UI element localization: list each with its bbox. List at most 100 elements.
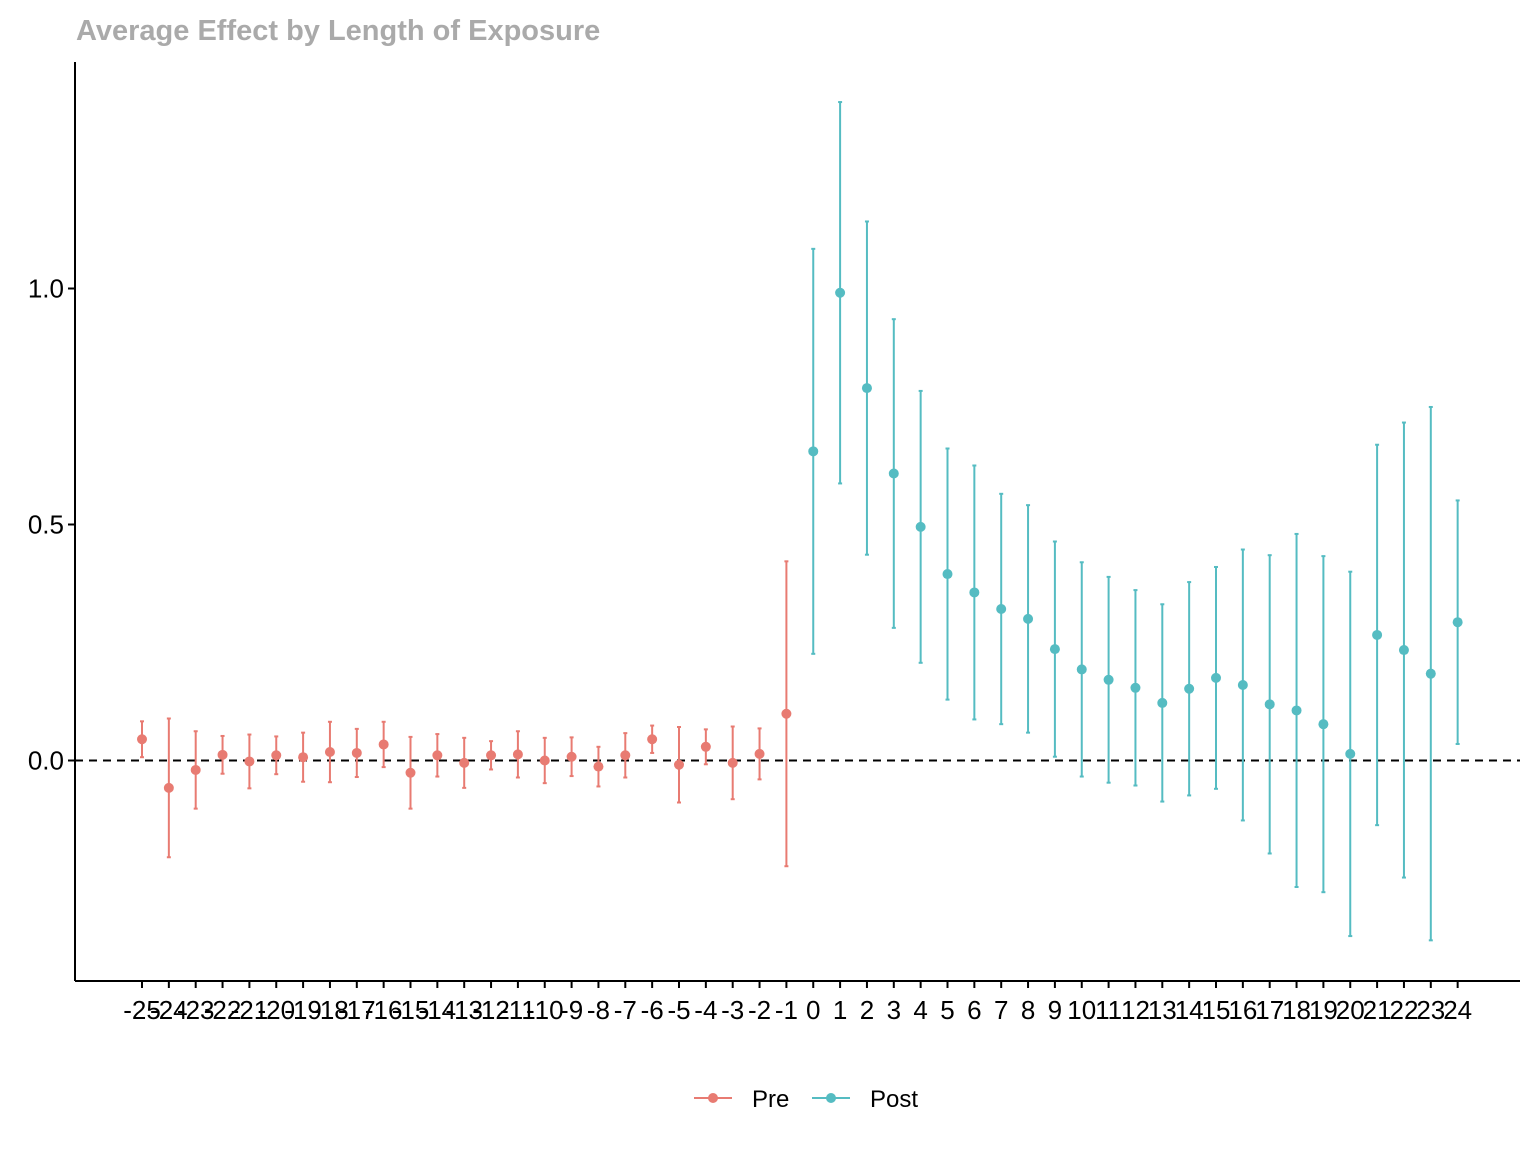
x-tick-label: 6 (967, 995, 981, 1025)
pre-point (566, 751, 577, 762)
pre-point (727, 757, 738, 768)
x-tick-label: -25 (123, 995, 161, 1025)
x-tick-label: 21 (1363, 995, 1392, 1025)
post-point (1452, 617, 1463, 628)
x-tick-label: -8 (587, 995, 610, 1025)
pre-point (190, 764, 201, 775)
x-tick-label: 4 (913, 995, 927, 1025)
pre-point (324, 747, 335, 758)
pre-point (593, 761, 604, 772)
x-tick-label: 23 (1416, 995, 1445, 1025)
legend-post-label: Post (870, 1086, 918, 1113)
x-tick-label: -12 (472, 995, 510, 1025)
post-point (888, 468, 899, 479)
x-tick-label: -15 (392, 995, 430, 1025)
error-bars (140, 101, 1460, 942)
post-point (1184, 683, 1195, 694)
x-axis-ticks: -25-24-23-22-21-20-19-18-17-16-15-14-13-… (123, 981, 1472, 1025)
post-point (1398, 645, 1409, 656)
x-tick-label: -4 (694, 995, 717, 1025)
x-tick-label: -21 (231, 995, 269, 1025)
pre-point (486, 750, 497, 761)
pre-point (620, 750, 631, 761)
chart-title: Average Effect by Length of Exposure (76, 15, 600, 47)
y-tick-label: 1.0 (28, 274, 64, 304)
post-point (1372, 629, 1383, 640)
x-tick-label: 1 (833, 995, 847, 1025)
pre-point (539, 755, 550, 766)
x-tick-label: -5 (667, 995, 690, 1025)
x-tick-label: 13 (1148, 995, 1177, 1025)
x-tick-label: -10 (526, 995, 564, 1025)
x-tick-label: -14 (419, 995, 457, 1025)
x-tick-label: -11 (500, 995, 536, 1025)
pre-point (781, 708, 792, 719)
x-tick-label: 15 (1202, 995, 1231, 1025)
post-point (1076, 664, 1087, 675)
x-tick-label: 22 (1389, 995, 1418, 1025)
x-tick-label: -18 (311, 995, 349, 1025)
x-tick-label: -16 (365, 995, 403, 1025)
y-axis-ticks: 0.0 0.5 1.0 (28, 274, 75, 776)
pre-point (674, 759, 684, 770)
pre-point (351, 747, 362, 758)
x-tick-label: 8 (1021, 995, 1035, 1025)
pre-point (378, 739, 389, 750)
post-point (969, 587, 980, 598)
axes (74, 62, 1520, 982)
x-tick-label: 9 (1048, 995, 1062, 1025)
x-tick-label: 24 (1443, 995, 1472, 1025)
pre-point (298, 752, 309, 763)
post-point (1425, 668, 1436, 679)
post-point (1345, 748, 1356, 759)
post-point (1130, 682, 1141, 693)
x-tick-label: 20 (1336, 995, 1365, 1025)
post-point (1237, 679, 1248, 690)
post-point (1318, 719, 1329, 730)
post-point (1264, 699, 1275, 710)
x-tick-label: -22 (204, 995, 242, 1025)
x-tick-label: -13 (445, 995, 483, 1025)
x-tick-label: 10 (1067, 995, 1096, 1025)
x-tick-label: -6 (641, 995, 664, 1025)
y-tick-label: 0.5 (28, 510, 64, 540)
post-point (915, 521, 926, 532)
post-point (1211, 672, 1221, 683)
x-tick-label: 3 (887, 995, 901, 1025)
legend-post-marker (826, 1093, 836, 1103)
x-tick-label: 17 (1255, 995, 1284, 1025)
post-point (861, 383, 872, 394)
x-tick-label: -1 (775, 995, 798, 1025)
legend-pre-marker (708, 1093, 718, 1103)
x-tick-label: 16 (1228, 995, 1257, 1025)
x-tick-label: 14 (1175, 995, 1204, 1025)
x-tick-label: -2 (748, 995, 771, 1025)
legend: Pre Post (694, 1086, 918, 1113)
data-points (137, 287, 1463, 793)
y-tick-label: 0.0 (28, 746, 64, 776)
x-tick-label: 11 (1095, 995, 1122, 1025)
x-tick-label: -17 (338, 995, 376, 1025)
x-tick-label: -3 (721, 995, 744, 1025)
x-tick-label: -7 (614, 995, 637, 1025)
pre-point (271, 750, 282, 761)
x-tick-label: -9 (560, 995, 583, 1025)
post-point (1049, 644, 1060, 655)
pre-point (163, 782, 174, 793)
pre-point (700, 741, 711, 752)
post-point (1157, 697, 1168, 708)
pre-point (217, 749, 228, 760)
pre-point (754, 748, 765, 759)
x-tick-label: 12 (1121, 995, 1150, 1025)
pre-point (244, 756, 255, 767)
pre-point (512, 749, 523, 760)
post-point (1023, 613, 1034, 624)
legend-pre-label: Pre (752, 1086, 789, 1113)
post-point (1103, 674, 1114, 685)
x-tick-label: -19 (284, 995, 322, 1025)
post-point (1291, 705, 1302, 716)
x-tick-label: -23 (177, 995, 215, 1025)
post-point (942, 569, 953, 580)
pre-point (405, 767, 416, 778)
